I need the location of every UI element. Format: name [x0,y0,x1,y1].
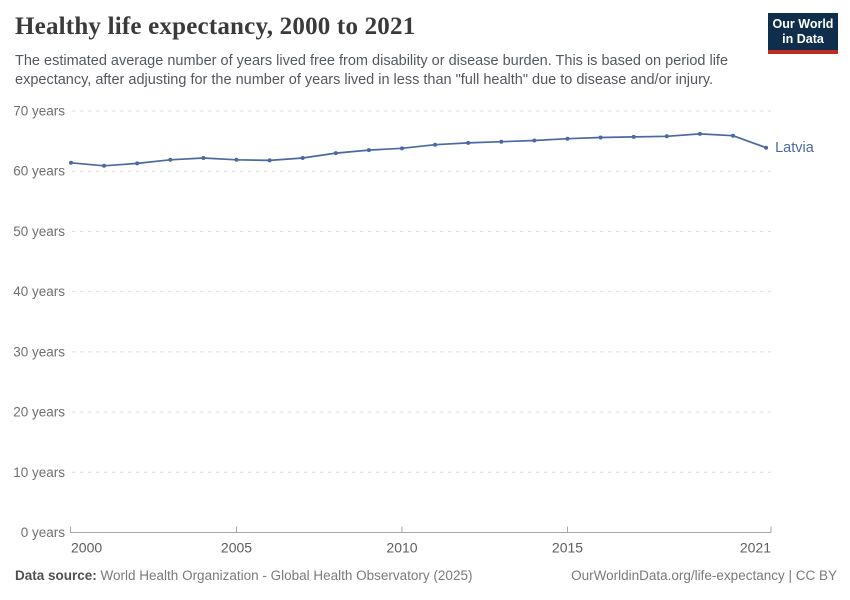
chart-subtitle: The estimated average number of years li… [15,52,728,90]
owid-url-link[interactable]: OurWorldinData.org/life-expectancy | CC … [571,568,837,583]
y-tick-label-30: 30 years [13,344,65,359]
data-point-2006 [267,158,272,163]
data-point-2012 [466,140,471,145]
chart-title: Healthy life expectancy, 2000 to 2021 [15,13,416,40]
data-point-2020 [731,133,735,138]
series-line-latvia [70,133,767,167]
data-source-text: World Health Organization - Global Healt… [96,568,473,583]
y-tick-label-0: 0 years [21,525,66,540]
data-point-2004 [201,155,206,160]
owid-logo-text: Our World in Data [768,13,838,50]
y-tick-label-20: 20 years [13,405,65,420]
data-point-2019 [697,131,702,136]
x-tick-label-2000: 2000 [71,540,102,556]
owid-logo-stripe [768,50,838,54]
data-point-2007 [300,155,305,160]
data-point-2002 [135,161,140,166]
data-point-2016 [598,135,603,140]
entity-label-latvia: Latvia [775,140,815,156]
owid-logo-line2: in Data [782,32,824,46]
data-point-2008 [333,151,338,156]
chart-subtitle-line1: The estimated average number of years li… [15,53,729,69]
data-point-2013 [499,139,504,144]
data-point-2014 [532,138,537,143]
chart-footer: Data source: World Health Organization -… [15,568,837,583]
y-tick-label-50: 50 years [13,224,65,239]
data-point-2005 [234,157,239,162]
data-point-2001 [102,163,107,168]
owid-logo[interactable]: Our World in Data [768,13,838,54]
data-point-2011 [433,142,438,147]
data-source-label: Data source: [15,568,97,583]
y-tick-label-10: 10 years [13,465,65,480]
data-point-2015 [565,136,570,141]
x-tick-label-2010: 2010 [386,540,417,556]
data-point-2021 [764,145,769,150]
data-point-2010 [400,146,404,151]
data-point-2000 [69,160,73,165]
y-tick-label-40: 40 years [13,284,65,299]
owid-logo-line1: Our World [772,17,834,31]
data-point-2009 [366,148,371,153]
data-source: Data source: World Health Organization -… [15,568,472,583]
x-tick-label-2021: 2021 [740,540,771,556]
y-tick-label-70: 70 years [13,104,65,119]
x-tick-label-2005: 2005 [221,540,252,556]
x-tick-label-2015: 2015 [552,540,583,556]
y-tick-label-60: 60 years [13,164,65,179]
data-point-2018 [664,134,669,139]
data-point-2017 [631,134,636,139]
data-point-2003 [168,157,173,162]
chart-subtitle-line2: expectancy, after adjusting for the numb… [15,72,714,88]
